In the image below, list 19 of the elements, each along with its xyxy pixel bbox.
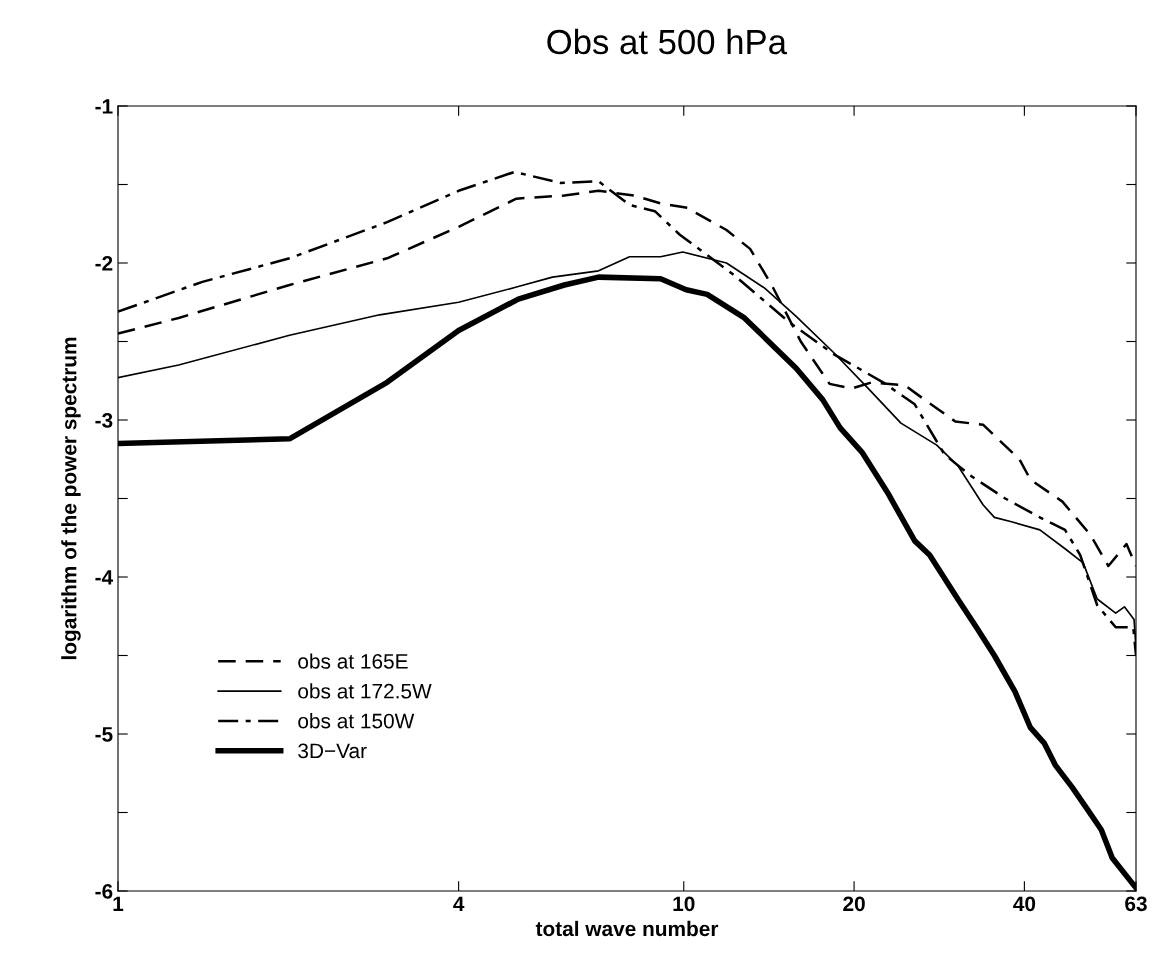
y-tick-label: -2 xyxy=(95,256,113,271)
x-tick-label: 4 xyxy=(453,896,465,911)
legend-label: obs at 150W xyxy=(298,713,415,729)
x-tick-label: 1 xyxy=(113,896,124,911)
legend-label: 3D−Var xyxy=(298,743,367,759)
legend-label: obs at 165E xyxy=(298,653,408,669)
x-tick-label: 20 xyxy=(843,896,865,912)
y-tick-label: -4 xyxy=(95,570,114,585)
y-axis-title: logarithm of the power spectrum xyxy=(61,337,81,660)
legend-label: obs at 172.5W xyxy=(298,683,432,699)
y-tick-label: -3 xyxy=(95,413,113,428)
x-tick-label: 40 xyxy=(1013,896,1036,912)
x-tick-label: 63 xyxy=(1125,896,1147,912)
x-tick-label: 10 xyxy=(673,896,695,912)
chart-title: Obs at 500 hPa xyxy=(547,28,787,55)
y-tick-label: -1 xyxy=(95,99,113,114)
y-tick-label: -6 xyxy=(95,884,113,899)
y-tick-label: -5 xyxy=(95,727,113,742)
x-axis-title: total wave number xyxy=(535,920,719,937)
